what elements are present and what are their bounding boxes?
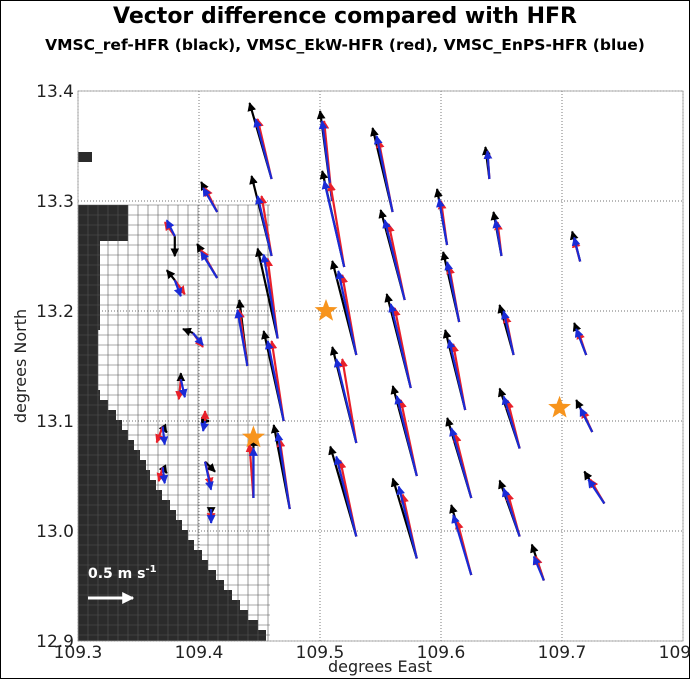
vector-enps	[587, 478, 606, 505]
x-tick-label: 109.8	[659, 643, 690, 663]
vector-enps	[451, 514, 473, 576]
y-tick-label: 12.9	[36, 632, 74, 652]
vector-enps	[501, 487, 521, 537]
vector-enps	[159, 426, 169, 446]
vector-enps	[394, 395, 418, 477]
vector-enps	[260, 253, 279, 339]
plot-border	[77, 90, 684, 642]
land-cell	[78, 630, 266, 641]
vector-enps	[333, 455, 358, 537]
vector-enps	[274, 432, 291, 510]
scale-layer: 0.5 m s-1	[88, 564, 157, 604]
vector-enps	[571, 236, 582, 262]
star-marker	[242, 425, 265, 448]
vector-enps	[253, 118, 273, 180]
vector-enps	[178, 378, 188, 399]
x-axis-label: degrees East	[328, 657, 432, 676]
vector-ref	[182, 327, 194, 337]
vector-enps	[203, 461, 214, 491]
vector-enps	[579, 407, 594, 433]
vector-enps	[373, 135, 394, 213]
chart-title: Vector difference compared with HFR	[113, 4, 577, 29]
vector-enps	[264, 340, 285, 422]
vector-enps	[483, 150, 493, 180]
y-tick-label: 13.1	[36, 412, 74, 432]
chart-subtitle: VMSC_ref-HFR (black), VMSC_EkW-HFR (red)…	[45, 36, 645, 54]
star-marker	[314, 299, 338, 321]
star-marker	[548, 395, 571, 418]
vector-ekw	[155, 426, 164, 444]
vector-enps	[321, 180, 346, 268]
x-tick-label: 109.5	[296, 643, 345, 663]
y-tick-label: 13.3	[36, 192, 74, 212]
vector-enps	[444, 261, 461, 323]
vector-enps	[501, 310, 515, 356]
y-axis-label: degrees North	[11, 309, 30, 423]
land-cell	[78, 222, 110, 230]
vector-enps	[492, 219, 503, 257]
land-cell	[98, 205, 128, 241]
vector-enps	[165, 219, 176, 237]
vector-ref	[165, 269, 176, 281]
y-tick-label: 13.0	[36, 522, 74, 542]
vector-enps	[449, 427, 473, 499]
vector-enps	[192, 332, 204, 346]
vector-enps	[436, 198, 449, 246]
axis-layer: 109.3 109.4 109.5 109.6 109.7 109.8 12.9 13.0 13…	[36, 82, 690, 663]
vector-enps	[200, 251, 219, 279]
vector-enps	[173, 279, 183, 298]
y-tick-label: 13.4	[36, 82, 74, 102]
vector-layer	[155, 102, 606, 581]
vector-ref	[204, 460, 216, 473]
vector-enps	[333, 358, 358, 444]
vector-enps	[501, 395, 521, 449]
vector-enps	[234, 309, 249, 367]
vector-enps	[396, 485, 418, 559]
x-tick-label: 109.7	[538, 643, 587, 663]
x-tick-label: 109.6	[417, 643, 466, 663]
vector-enps	[532, 555, 545, 581]
vector-enps	[574, 328, 588, 356]
star-layer	[242, 299, 571, 448]
vector-enps	[200, 420, 209, 432]
vector-enps	[388, 303, 412, 389]
x-tick-label: 109.4	[175, 643, 224, 663]
vector-enps	[255, 195, 273, 257]
vector-enps	[202, 187, 219, 213]
scale-label: 0.5 m s-1	[88, 564, 157, 582]
y-tick-label: 13.2	[36, 302, 74, 322]
vector-enps	[335, 270, 358, 356]
vector-enps	[382, 219, 406, 301]
land-mask	[78, 152, 270, 641]
x-tick-label: 109.3	[54, 643, 103, 663]
vector-enps	[159, 467, 169, 485]
land-cell	[78, 152, 92, 162]
vector-enps	[446, 339, 467, 411]
